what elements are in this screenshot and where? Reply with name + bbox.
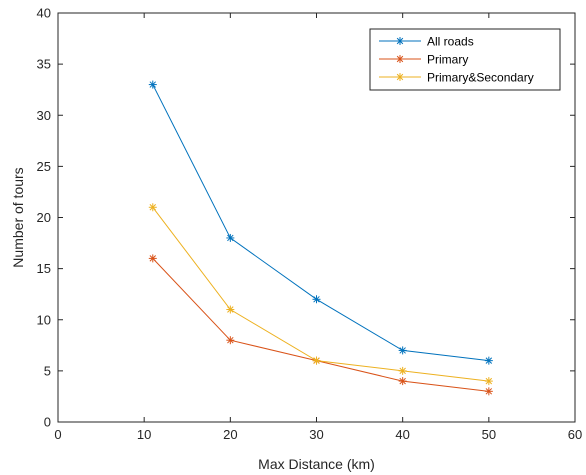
data-point-primary <box>398 377 407 386</box>
data-point-all-roads <box>312 295 321 304</box>
y-tick-label: 35 <box>37 57 51 72</box>
x-tick-label: 60 <box>568 427 582 442</box>
x-tick-label: 40 <box>395 427 409 442</box>
data-point-all-roads <box>226 233 235 242</box>
legend-marker <box>396 73 404 81</box>
axes-layer: 0 10 20 30 40 50 60 0 5 10 15 20 25 30 35 40 <box>37 6 583 443</box>
legend-marker <box>396 55 404 63</box>
legend-item-all-roads: All roads <box>379 35 474 49</box>
legend-marker <box>396 37 404 45</box>
y-tick-label: 40 <box>37 6 51 21</box>
legend: All roads Primary Primary&Secondary <box>369 28 561 91</box>
data-point-primary-secondary <box>148 203 157 212</box>
x-tick-label: 50 <box>482 427 496 442</box>
x-tick-label: 30 <box>309 427 323 442</box>
series-all-roads <box>148 80 493 365</box>
y-tick-label: 30 <box>37 108 51 123</box>
y-axis-label: Number of tours <box>10 167 26 267</box>
data-point-primary <box>226 336 235 345</box>
y-tick-label: 20 <box>37 210 51 225</box>
x-tick-label: 0 <box>54 427 61 442</box>
x-tick-label: 10 <box>137 427 151 442</box>
legend-item-primary: Primary <box>379 53 468 67</box>
x-tick-label: 20 <box>223 427 237 442</box>
series-layer <box>148 80 493 396</box>
data-point-all-roads <box>484 356 493 365</box>
legend-item-primary-secondary: Primary&Secondary <box>379 71 534 85</box>
legend-label: Primary <box>427 53 468 67</box>
data-point-primary-secondary <box>398 366 407 375</box>
y-tick-label: 15 <box>37 261 51 276</box>
data-point-primary <box>484 387 493 396</box>
data-point-primary-secondary <box>484 377 493 386</box>
y-tick-label: 10 <box>37 312 51 327</box>
legend-label: All roads <box>427 35 474 49</box>
data-point-primary-secondary <box>312 356 321 365</box>
data-point-primary-secondary <box>226 305 235 314</box>
y-tick-label: 25 <box>37 159 51 174</box>
y-tick-label: 0 <box>44 415 51 430</box>
y-tick-label: 5 <box>44 363 51 378</box>
legend-label: Primary&Secondary <box>427 71 534 85</box>
data-point-primary <box>148 254 157 263</box>
data-point-all-roads <box>148 80 157 89</box>
x-axis-label: Max Distance (km) <box>258 456 375 472</box>
data-point-all-roads <box>398 346 407 355</box>
series-primary-secondary <box>148 203 493 386</box>
